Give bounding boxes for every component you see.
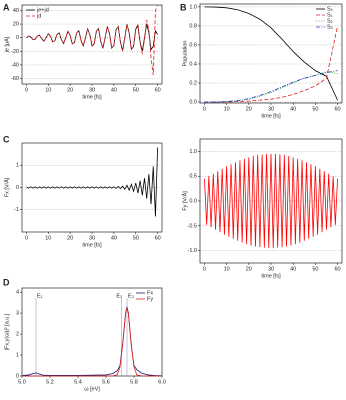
y-tick-label: 0.0 bbox=[189, 198, 197, 204]
x-axis-label: time [fs] bbox=[82, 94, 102, 100]
panel-label: A bbox=[3, 2, 10, 12]
y-tick-label: 4 bbox=[16, 290, 19, 296]
series-line bbox=[204, 153, 338, 249]
y-tick-label: 3 bbox=[16, 311, 19, 317]
legend-label: S₃ bbox=[327, 24, 333, 30]
x-tick-label: 60 bbox=[155, 235, 161, 241]
legend-label: Fy bbox=[147, 296, 153, 302]
legend-label: S₂ bbox=[327, 18, 333, 24]
series-line bbox=[21, 306, 163, 377]
y-tick-label: 0.8 bbox=[189, 23, 197, 29]
x-tick-label: 5.6 bbox=[102, 379, 110, 385]
y-tick-label: 1.0 bbox=[189, 149, 197, 155]
y-axis-label: |Fx,y(ω)|² [a.u.] bbox=[4, 313, 10, 350]
x-tick-label: 10 bbox=[45, 87, 51, 93]
y-tick-label: 0.0 bbox=[189, 100, 197, 106]
y-axis-label: Population bbox=[182, 41, 188, 67]
plot-frame bbox=[199, 3, 343, 104]
y-axis-label: je [μA] bbox=[4, 36, 10, 53]
plot-frame bbox=[21, 287, 163, 377]
x-tick-label: 40 bbox=[111, 87, 117, 93]
plot-frame bbox=[199, 138, 343, 264]
panel-label: B bbox=[180, 2, 187, 12]
series-line bbox=[204, 6, 338, 101]
x-tick-label: 5.4 bbox=[74, 379, 82, 385]
series-line bbox=[204, 25, 338, 103]
annotation-label: E₃ bbox=[128, 293, 134, 299]
x-tick-label: 5.2 bbox=[46, 379, 54, 385]
x-axis-label: time [fs] bbox=[261, 113, 281, 119]
x-tick-label: 10 bbox=[45, 235, 51, 241]
x-tick-label: 20 bbox=[246, 266, 252, 272]
legend-label: je+jd bbox=[36, 7, 49, 13]
x-tick-label: 50 bbox=[133, 87, 139, 93]
y-tick-label: 1 bbox=[16, 353, 19, 359]
y-tick-label: 0.5 bbox=[189, 174, 197, 180]
x-tick-label: 50 bbox=[312, 106, 318, 112]
x-tick-label: 40 bbox=[290, 106, 296, 112]
x-tick-label: 30 bbox=[268, 106, 274, 112]
series-line bbox=[22, 307, 162, 377]
x-tick-label: 20 bbox=[67, 87, 73, 93]
y-tick-label: 0.6 bbox=[189, 42, 197, 48]
x-tick-label: 50 bbox=[312, 266, 318, 272]
x-tick-label: 5.0 bbox=[18, 379, 26, 385]
x-tick-label: 20 bbox=[246, 106, 252, 112]
y-tick-label: 1 bbox=[16, 163, 19, 169]
x-tick-label: 20 bbox=[67, 235, 73, 241]
y-tick-label: -0.5 bbox=[188, 223, 197, 229]
annotation-label: E₂ bbox=[116, 293, 122, 299]
y-axis-label: Fy [V/Å] bbox=[181, 191, 188, 211]
x-tick-label: 0 bbox=[203, 106, 206, 112]
y-tick-label: -60 bbox=[11, 76, 19, 82]
series-line bbox=[204, 70, 338, 103]
y-tick-label: 20 bbox=[13, 22, 19, 28]
y-tick-label: 0 bbox=[16, 185, 19, 191]
y-tick-label: 0.4 bbox=[189, 61, 197, 67]
series-line bbox=[26, 147, 159, 217]
x-axis-label: time [fs] bbox=[82, 242, 102, 248]
plot-frame bbox=[21, 4, 163, 85]
series-line bbox=[204, 71, 338, 103]
series-line bbox=[26, 4, 159, 76]
x-tick-label: 30 bbox=[268, 266, 274, 272]
x-tick-label: 0 bbox=[203, 266, 206, 272]
x-tick-label: 10 bbox=[224, 106, 230, 112]
x-tick-label: 5.8 bbox=[130, 379, 138, 385]
y-tick-label: 0 bbox=[16, 373, 19, 379]
x-tick-label: 60 bbox=[335, 106, 341, 112]
y-tick-label: -20 bbox=[11, 49, 19, 55]
x-tick-label: 30 bbox=[89, 235, 95, 241]
y-tick-label: 2 bbox=[16, 332, 19, 338]
x-tick-label: 60 bbox=[155, 87, 161, 93]
y-tick-label: 1.0 bbox=[189, 4, 197, 10]
x-tick-label: 10 bbox=[224, 266, 230, 272]
legend-label: Fx bbox=[147, 290, 153, 296]
x-axis-label: ω [eV] bbox=[84, 386, 100, 392]
x-tick-label: 0 bbox=[25, 87, 28, 93]
x-tick-label: 40 bbox=[290, 266, 296, 272]
plot-frame bbox=[21, 142, 163, 233]
y-tick-label: 0.2 bbox=[189, 80, 197, 86]
x-tick-label: 6.0 bbox=[158, 379, 166, 385]
legend-label: S₀ bbox=[327, 6, 333, 12]
panel-label: D bbox=[3, 277, 10, 287]
legend-label: jd bbox=[36, 13, 41, 19]
y-tick-label: -40 bbox=[11, 62, 19, 68]
x-tick-label: 60 bbox=[335, 266, 341, 272]
y-tick-label: 0 bbox=[16, 35, 19, 41]
y-tick-label: -1 bbox=[14, 207, 19, 213]
panel-label: C bbox=[3, 134, 10, 144]
y-tick-label: -1.0 bbox=[188, 248, 197, 254]
y-axis-label: Fx [V/Å] bbox=[3, 177, 10, 197]
x-tick-label: 40 bbox=[111, 235, 117, 241]
x-axis-label: time [fs] bbox=[261, 273, 281, 279]
legend-label: S₁ bbox=[327, 12, 333, 18]
y-tick-label: 40 bbox=[13, 8, 19, 14]
annotation-label: E₁ bbox=[37, 293, 43, 299]
x-tick-label: 0 bbox=[25, 235, 28, 241]
x-tick-label: 50 bbox=[133, 235, 139, 241]
x-tick-label: 30 bbox=[89, 87, 95, 93]
